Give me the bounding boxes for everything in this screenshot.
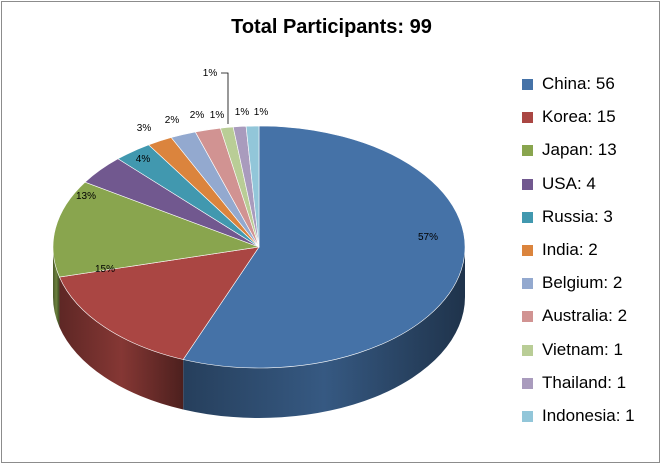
percent-label-thailand: 1% [254, 107, 269, 118]
pie-slice-indonesia [245, 125, 260, 248]
legend-label: Indonesia: 1 [542, 406, 635, 425]
pie-slice-china [182, 125, 466, 369]
pie-slice-korea [59, 246, 260, 360]
pie-side-korea [59, 277, 184, 410]
percent-label-japan: 13% [76, 191, 96, 202]
legend-label: Thailand: 1 [542, 372, 627, 392]
pie-side-china [183, 247, 466, 418]
pie-side-japan [53, 247, 60, 328]
legend-swatch [522, 245, 533, 256]
legend-swatch [522, 411, 533, 422]
legend-swatch [522, 79, 533, 90]
legend-swatch [522, 112, 533, 124]
legend-label: Russia: 3 [542, 206, 613, 226]
legend-label: India: 2 [542, 240, 598, 259]
percent-label-australia: 1% [210, 110, 225, 121]
legend-swatch [522, 344, 533, 356]
legend-label: Australia: 2 [542, 306, 628, 326]
percent-label-india: 2% [165, 115, 180, 126]
percent-label-usa: 4% [136, 154, 151, 165]
pie-slice-japan [52, 181, 261, 278]
legend-swatch [522, 377, 533, 389]
legend-label: Korea: 15 [542, 107, 616, 127]
legend-label: China: 56 [542, 74, 615, 93]
percent-label-korea: 15% [95, 264, 115, 275]
legend-label: Vietnam: 1 [542, 339, 623, 359]
leader-line [221, 72, 229, 124]
legend-label: Japan: 13 [542, 140, 617, 160]
legend-label: Belgium: 2 [542, 273, 623, 293]
percent-label-china: 57% [418, 232, 438, 243]
percent-label-belgium: 2% [190, 110, 205, 121]
legend-label: USA: 4 [542, 173, 596, 193]
legend-swatch [522, 178, 533, 190]
percent-label-indonesia: 1% [203, 68, 218, 79]
percent-label-vietnam: 1% [235, 107, 250, 118]
chart-title: Total Participants: 99 [231, 16, 432, 38]
legend-swatch [522, 278, 533, 290]
legend-swatch [522, 145, 533, 157]
legend-swatch [522, 211, 533, 223]
percent-label-russia: 3% [137, 123, 152, 134]
legend-swatch [522, 311, 533, 323]
